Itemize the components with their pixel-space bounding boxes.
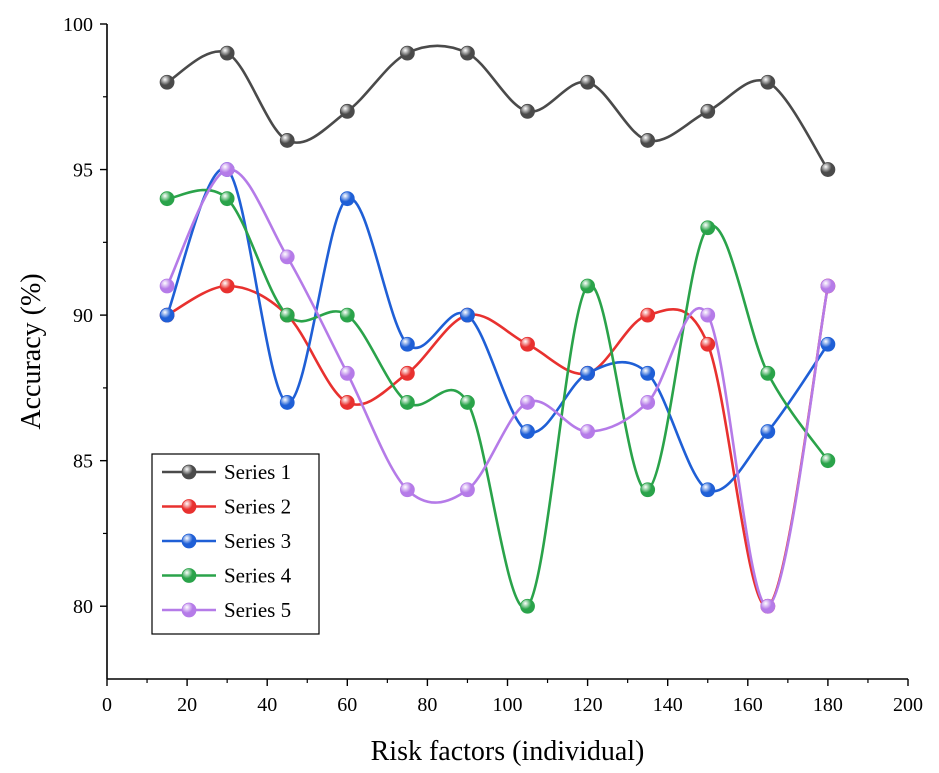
series-2-point xyxy=(339,395,355,410)
series-1-point xyxy=(580,74,595,90)
series-3-point xyxy=(580,365,595,381)
legend-marker-4 xyxy=(181,568,197,583)
series-4-point xyxy=(760,365,776,381)
series-4-point xyxy=(159,191,175,207)
legend-marker-2 xyxy=(181,499,197,514)
x-tick-label: 60 xyxy=(337,694,357,716)
series-5-point xyxy=(159,278,175,294)
series-3-point xyxy=(640,365,656,381)
legend-label-2: Series 2 xyxy=(224,495,291,519)
x-tick-label: 0 xyxy=(102,694,112,716)
series-2-point xyxy=(219,278,235,294)
series-4-point xyxy=(700,220,716,236)
series-4-point xyxy=(580,278,595,294)
series-5-point xyxy=(820,278,836,294)
series-2-point xyxy=(640,307,656,323)
legend-label-1: Series 1 xyxy=(224,460,291,484)
series-4-point xyxy=(399,395,415,410)
series-5-point xyxy=(640,395,656,410)
series-1-point xyxy=(159,74,175,90)
y-tick-label: 100 xyxy=(63,14,93,36)
legend-label-3: Series 3 xyxy=(224,529,291,553)
series-4-point xyxy=(219,191,235,207)
series-4-point xyxy=(279,307,295,323)
legend-marker-3 xyxy=(181,533,197,549)
x-tick-label: 40 xyxy=(257,694,277,716)
series-2-point xyxy=(700,336,716,352)
y-tick-label: 90 xyxy=(73,305,93,327)
series-5-point xyxy=(279,249,295,265)
series-5-point xyxy=(219,162,235,177)
axes xyxy=(100,23,909,686)
series-3-point xyxy=(760,424,776,439)
tick-labels: 0 20 40 60 80 100 120 140 160 180 200 80 85 90 95 100 xyxy=(63,14,923,716)
series-3-point xyxy=(159,307,175,323)
series-1-point xyxy=(700,103,716,119)
series-3-point xyxy=(339,191,355,207)
series-1-point xyxy=(279,133,295,148)
series-5-point xyxy=(460,482,475,498)
series-4-point xyxy=(460,395,475,410)
x-axis-title: Risk factors (individual) xyxy=(371,736,645,767)
series-3-point xyxy=(279,395,295,410)
y-tick-label: 85 xyxy=(73,451,93,473)
series-line-1 xyxy=(166,44,829,171)
legend-marker-5 xyxy=(181,602,197,618)
series-5-point xyxy=(700,307,716,323)
series-4-point xyxy=(520,598,535,614)
series-1-point xyxy=(640,133,656,148)
x-tick-label: 160 xyxy=(733,694,763,716)
series-3-point xyxy=(520,424,535,439)
series-5-point xyxy=(580,424,595,439)
series-1-point xyxy=(760,74,776,90)
series-1-point xyxy=(460,45,475,61)
x-tick-label: 100 xyxy=(493,694,523,716)
series-2-point xyxy=(399,365,415,381)
x-tick-label: 80 xyxy=(417,694,437,716)
series-1-point xyxy=(820,162,836,177)
x-tick-label: 200 xyxy=(893,694,923,716)
series-1-point xyxy=(339,103,355,119)
series-4-point xyxy=(820,453,836,469)
x-tick-label: 120 xyxy=(573,694,603,716)
series-5-point xyxy=(399,482,415,498)
series-4-point xyxy=(339,307,355,323)
series-points xyxy=(159,45,836,614)
series-1-point xyxy=(520,103,535,119)
legend-box xyxy=(151,453,320,635)
series-5-point xyxy=(339,365,355,381)
y-axis-title: Accuracy (%) xyxy=(16,273,47,429)
series-3-point xyxy=(460,307,475,323)
y-tick-label: 80 xyxy=(73,596,93,618)
legend: Series 1 Series 2 Series 3 Series 4 Series 5 xyxy=(151,453,320,635)
legend-label-4: Series 4 xyxy=(224,564,292,588)
x-tick-label: 20 xyxy=(177,694,197,716)
series-5-point xyxy=(760,598,776,614)
series-1-point xyxy=(219,45,235,61)
series-3-point xyxy=(820,336,836,352)
legend-label-5: Series 5 xyxy=(224,598,291,622)
x-tick-label: 180 xyxy=(813,694,843,716)
series-3-point xyxy=(700,482,716,498)
series-4-point xyxy=(640,482,656,498)
series-2-point xyxy=(520,336,535,352)
x-tick-label: 140 xyxy=(653,694,683,716)
series-5-point xyxy=(520,395,535,410)
legend-marker-1 xyxy=(181,464,197,480)
series-1-point xyxy=(399,45,415,61)
y-tick-label: 95 xyxy=(73,160,93,182)
series-3-point xyxy=(399,336,415,352)
